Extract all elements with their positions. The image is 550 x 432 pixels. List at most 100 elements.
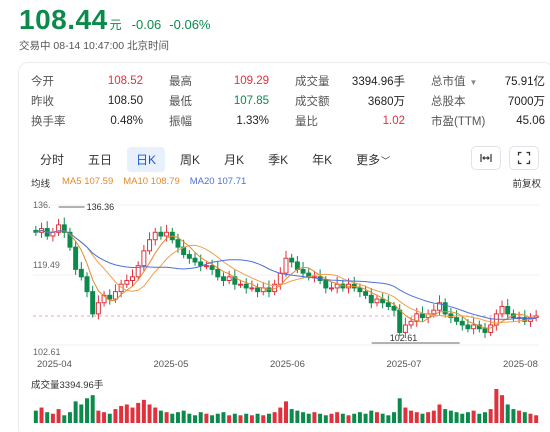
candle-body (249, 287, 255, 290)
ma5-value: MA5 107.59 (62, 176, 114, 187)
candle-body (112, 291, 118, 300)
price-change: -0.06 (131, 17, 162, 32)
volume-bar (534, 415, 539, 423)
volume-bar (130, 407, 135, 423)
volume-bar (505, 404, 510, 423)
volume-bar (517, 410, 522, 423)
tab-5[interactable]: 季K (259, 147, 297, 172)
volume-bar (153, 407, 158, 423)
volume-bar (528, 413, 533, 423)
volume-bar (249, 415, 254, 423)
volume-bar (363, 413, 368, 423)
tab-2[interactable]: 日K (127, 147, 166, 172)
candle-body (357, 287, 363, 293)
quote-label: 总市值 ▼ (431, 76, 478, 88)
volume-label: 成交量3394.96手 (31, 380, 104, 391)
candle-body (471, 324, 477, 330)
ma5-line (35, 229, 537, 329)
quote-cell: 成交量 3394.96手 (283, 73, 419, 89)
quote-cell: 换手率 0.48% (31, 113, 157, 129)
quote-row: 换手率 0.48% 振幅 1.33% 量比 1.02 市盈(TTM) 45.06 (31, 111, 550, 131)
caret-down-icon[interactable]: ▼ (469, 78, 478, 87)
compare-icon[interactable] (471, 146, 501, 170)
quote-label: 市盈(TTM) (431, 116, 486, 128)
quote-cell: 今开 108.52 (31, 73, 157, 89)
ma-legend: 均线 MA5 107.59 MA10 108.79 MA20 107.71 (31, 176, 246, 190)
quote-value: 3394.96手 (351, 76, 405, 88)
quote-label: 今开 (31, 76, 54, 88)
volume-bar (477, 413, 482, 423)
kline-chart[interactable]: 136. 119.49 102.61 136.36 102.61 2025-04 2025-… (19, 63, 550, 432)
candle-body (488, 324, 494, 333)
volume-bar (420, 413, 425, 423)
candle-body (255, 287, 261, 293)
adjust-mode-button[interactable]: 前复权 (512, 179, 541, 190)
quote-cell: 总股本 7000万 (419, 93, 545, 109)
tab-6[interactable]: 年K (303, 147, 341, 172)
volume-bar (414, 412, 419, 423)
candle-body (84, 276, 90, 293)
tab-label: 日K (136, 153, 157, 167)
candle-body (385, 302, 391, 307)
quote-row: 今开 108.52 最高 109.29 成交量 3394.96手 总市值 ▼ 75.91亿 (31, 71, 550, 91)
volume-bar (67, 412, 72, 423)
candle-body (73, 246, 79, 270)
trading-status: 交易中 (19, 40, 51, 52)
candle-body (78, 268, 84, 278)
candle-body (226, 276, 232, 282)
volume-bar (522, 412, 527, 423)
candle-body (175, 239, 181, 248)
volume-bar (272, 412, 277, 423)
tab-1[interactable]: 五日 (79, 147, 121, 172)
tab-7[interactable]: 更多﹀ (347, 147, 399, 172)
candle-body (152, 231, 158, 241)
quote-label: 最低 (169, 96, 192, 108)
quote-value: 1.33% (236, 115, 269, 127)
price-header: 108.44 元 -0.06 -0.06% (19, 4, 219, 36)
x-tick-label: 2025-05 (154, 359, 189, 370)
volume-bar (380, 413, 385, 423)
candle-body (391, 305, 397, 311)
quote-value: 107.85 (233, 95, 269, 107)
quote-cell: 最低 107.85 (157, 93, 283, 109)
volume-bar (158, 410, 163, 423)
volume-bar (62, 415, 67, 423)
volume-bar (409, 410, 414, 423)
candle-body (454, 317, 460, 322)
volume-bar (318, 413, 323, 423)
tab-0[interactable]: 分时 (31, 147, 73, 172)
candle-body (397, 309, 403, 333)
tab-label: 分时 (40, 153, 65, 167)
candle-body (141, 250, 147, 267)
candle-body (402, 324, 408, 333)
volume-bar (50, 413, 55, 423)
volume-bar (181, 410, 186, 423)
quote-label: 振幅 (169, 116, 192, 128)
candle-body (232, 276, 238, 285)
volume-bar (392, 412, 397, 423)
quote-value: 1.02 (382, 115, 405, 127)
quote-value: 0.48% (110, 115, 143, 127)
candle-body (448, 313, 454, 319)
quote-value: 3680万 (367, 96, 405, 108)
chevron-down-icon: ﹀ (381, 156, 391, 166)
candle-body (50, 231, 56, 237)
tab-4[interactable]: 月K (215, 147, 253, 172)
candle-body (442, 302, 448, 315)
volume-bar (443, 409, 448, 423)
candle-body (505, 305, 511, 315)
volume-bar (397, 398, 402, 423)
tab-3[interactable]: 周K (171, 147, 209, 172)
fullscreen-button[interactable] (509, 146, 539, 170)
candle-body (164, 231, 170, 237)
candle-body (323, 280, 329, 289)
candle-body (147, 239, 153, 252)
y-tick-label: 119.49 (33, 260, 60, 270)
last-price: 108.44 (19, 4, 108, 35)
quote-card: 今开 108.52 最高 109.29 成交量 3394.96手 总市值 ▼ 75.91亿 昨收 1… (18, 62, 550, 432)
volume-bar (460, 413, 465, 423)
volume-bar (73, 401, 78, 423)
quote-value: 75.91亿 (504, 76, 545, 88)
volume-bar (494, 389, 499, 423)
volume-bar (79, 404, 84, 423)
